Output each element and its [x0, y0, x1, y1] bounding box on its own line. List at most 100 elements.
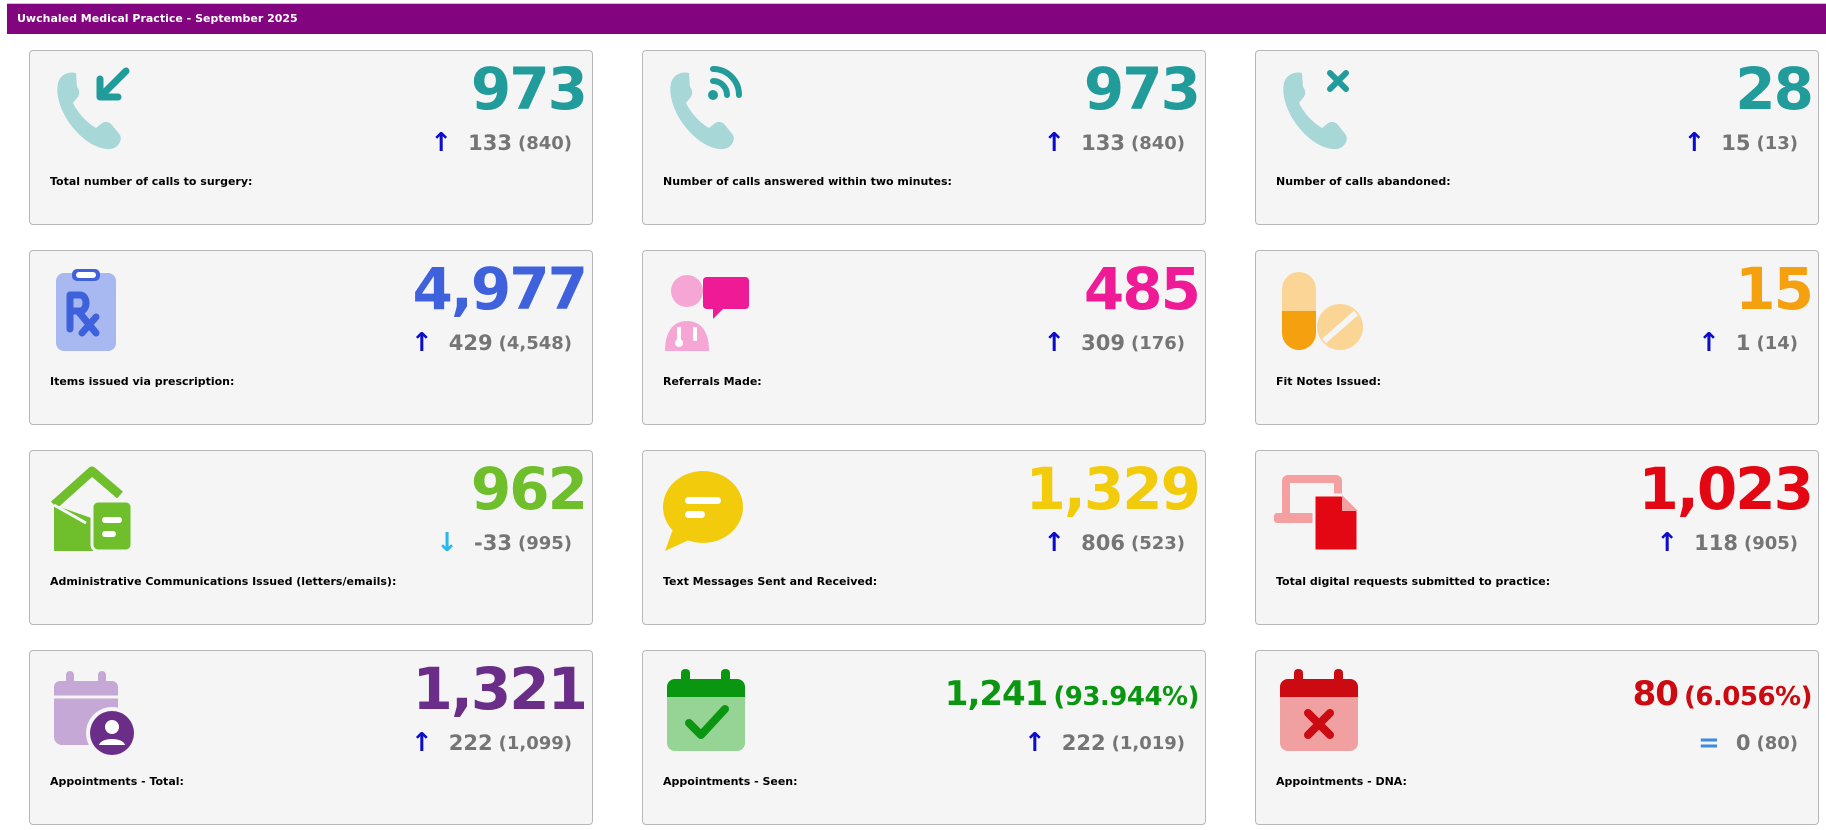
calendar-check-icon — [659, 665, 751, 757]
phone-incoming-icon — [46, 65, 138, 157]
arrow-up-icon: ↑ — [1043, 328, 1066, 358]
metric-value: 4,977 — [412, 255, 588, 323]
metric-change: ↓ -33 (995) — [434, 528, 572, 558]
arrow-up-icon: ↑ — [1697, 328, 1720, 358]
metric-label: Text Messages Sent and Received: — [663, 575, 878, 588]
card-fit-notes[interactable]: 15 ↑ 1 (14) Fit Notes Issued: — [1255, 250, 1819, 425]
card-admin-communications[interactable]: 962 ↓ -33 (995) Administrative Communica… — [29, 450, 593, 625]
previous-value: (80) — [1756, 732, 1798, 754]
metric-change: ↑ 15 (13) — [1681, 128, 1798, 158]
metric-change: ↑ 222 (1,019) — [1022, 728, 1185, 758]
metric-value: 973 — [470, 55, 588, 123]
metric-change: ↑ 133 (840) — [428, 128, 572, 158]
card-calls-abandoned[interactable]: 28 ↑ 15 (13) Number of calls abandoned: — [1255, 50, 1819, 225]
metric-label: Fit Notes Issued: — [1276, 375, 1381, 388]
pills-icon — [1272, 265, 1364, 357]
metric-value: 973 — [1083, 55, 1201, 123]
card-digital-requests[interactable]: 1,023 ↑ 118 (905) Total digital requests… — [1255, 450, 1819, 625]
metric-change: ↑ 133 (840) — [1041, 128, 1185, 158]
page-title: Uwchaled Medical Practice - September 20… — [17, 12, 298, 25]
card-calls-answered[interactable]: 973 ↑ 133 (840) Number of calls answered… — [642, 50, 1206, 225]
change-value: 806 — [1081, 531, 1125, 555]
card-appointments-seen[interactable]: 1,241 (93.944%) ↑ 222 (1,019) Appointment… — [642, 650, 1206, 825]
previous-value: (905) — [1743, 532, 1798, 554]
prescription-icon — [46, 265, 138, 357]
metric-change: ↑ 806 (523) — [1041, 528, 1185, 558]
change-value: 222 — [448, 731, 493, 755]
metric-label: Referrals Made: — [663, 375, 762, 388]
change-value: 309 — [1081, 331, 1125, 355]
arrow-up-icon: ↑ — [1043, 528, 1066, 558]
previous-value: (1,019) — [1111, 732, 1185, 754]
metric-value: 1,023 — [1638, 455, 1814, 523]
previous-value: (995) — [517, 532, 572, 554]
change-value: 133 — [1081, 131, 1125, 155]
previous-value: (840) — [517, 132, 572, 154]
metric-value: 1,241 (93.944%) — [944, 667, 1200, 724]
card-prescriptions[interactable]: 4,977 ↑ 429 (4,548) Items issued via pre… — [29, 250, 593, 425]
metric-change: ↑ 429 (4,548) — [409, 328, 572, 358]
metric-value: 15 — [1735, 255, 1814, 323]
metric-label: Appointments - DNA: — [1276, 775, 1407, 788]
value-percent: (6.056%) — [1683, 682, 1813, 712]
metric-label: Administrative Communications Issued (le… — [50, 575, 397, 588]
metric-label: Number of calls answered within two minu… — [663, 175, 952, 188]
metric-change: ↑ 222 (1,099) — [409, 728, 572, 758]
arrow-down-icon: ↓ — [436, 528, 458, 558]
card-appointments-dna[interactable]: 80 (6.056%) = 0 (80) Appointments - DNA: — [1255, 650, 1819, 825]
change-value: 133 — [468, 131, 512, 155]
previous-value: (13) — [1756, 132, 1798, 154]
doctor-referral-icon — [659, 265, 751, 357]
change-value: 222 — [1061, 731, 1106, 755]
change-value: 1 — [1735, 331, 1751, 355]
previous-value: (176) — [1130, 332, 1185, 354]
message-icon — [659, 465, 751, 557]
value-percent: (93.944%) — [1053, 682, 1199, 712]
calendar-user-icon — [46, 665, 138, 757]
metric-label: Total digital requests submitted to prac… — [1276, 575, 1551, 588]
page-header: Uwchaled Medical Practice - September 20… — [7, 3, 1826, 34]
metric-value: 80 (6.056%) — [1633, 667, 1813, 724]
metric-change: = 0 (80) — [1696, 728, 1798, 758]
metric-label: Total number of calls to surgery: — [50, 175, 253, 188]
arrow-up-icon: ↑ — [410, 728, 433, 758]
card-text-messages[interactable]: 1,329 ↑ 806 (523) Text Messages Sent and… — [642, 450, 1206, 625]
metric-change: ↑ 309 (176) — [1041, 328, 1185, 358]
value-number: 1,241 — [944, 674, 1049, 714]
previous-value: (4,548) — [498, 332, 572, 354]
calendar-x-icon — [1272, 665, 1364, 757]
metric-label: Appointments - Seen: — [663, 775, 798, 788]
card-referrals[interactable]: 485 ↑ 309 (176) Referrals Made: — [642, 250, 1206, 425]
change-value: 15 — [1721, 131, 1751, 155]
arrow-up-icon: ↑ — [430, 128, 453, 158]
previous-value: (523) — [1130, 532, 1185, 554]
metric-value: 485 — [1083, 255, 1201, 323]
arrow-up-icon: ↑ — [410, 328, 433, 358]
metric-label: Appointments - Total: — [50, 775, 184, 788]
arrow-up-icon: ↑ — [1656, 528, 1679, 558]
equal-icon: = — [1697, 728, 1720, 758]
change-value: 429 — [448, 331, 493, 355]
previous-value: (14) — [1756, 332, 1798, 354]
card-total-calls[interactable]: 973 ↑ 133 (840) Total number of calls to… — [29, 50, 593, 225]
previous-value: (840) — [1130, 132, 1185, 154]
arrow-up-icon: ↑ — [1023, 728, 1046, 758]
arrow-up-icon: ↑ — [1683, 128, 1706, 158]
phone-missed-icon — [1272, 65, 1364, 157]
metric-value: 962 — [470, 455, 588, 523]
card-appointments-total[interactable]: 1,321 ↑ 222 (1,099) Appointments - Total… — [29, 650, 593, 825]
arrow-up-icon: ↑ — [1043, 128, 1066, 158]
metric-value: 1,329 — [1025, 455, 1201, 523]
metric-change: ↑ 1 (14) — [1696, 328, 1798, 358]
metric-value: 28 — [1735, 55, 1814, 123]
metric-change: ↑ 118 (905) — [1654, 528, 1798, 558]
envelope-open-icon — [46, 465, 138, 557]
phone-answered-icon — [659, 65, 751, 157]
metric-label: Items issued via prescription: — [50, 375, 235, 388]
metric-value: 1,321 — [412, 655, 588, 723]
previous-value: (1,099) — [498, 732, 572, 754]
change-value: 118 — [1694, 531, 1738, 555]
change-value: 0 — [1735, 731, 1751, 755]
digital-request-icon — [1272, 465, 1364, 557]
metric-label: Number of calls abandoned: — [1276, 175, 1451, 188]
